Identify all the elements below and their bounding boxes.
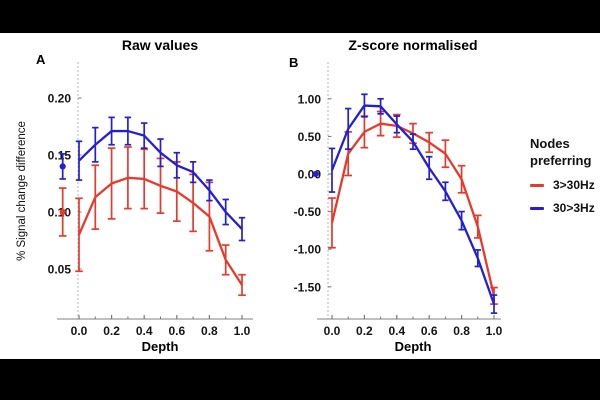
letterbox-top [0,0,600,33]
y-tick-label: 0.15 [48,149,72,163]
y-tick-label: 0.05 [48,263,72,277]
x-tick-label: 0.0 [71,324,88,338]
panel-b-letter: B [289,55,299,70]
panel-a: 0.0 0.2 0.4 0.6 0.8 1.0 0.05 0.10 0.15 0.20 [48,62,253,338]
x-tick-label: 0.0 [324,324,341,338]
y-tick-label: 0.10 [48,206,72,220]
x-tick-label: 0.8 [453,324,470,338]
y-tick-label: -1.00 [294,243,322,257]
isolated-mean-point [312,170,319,178]
panel-b-x-axis-label: Depth [394,339,432,354]
x-tick-label: 0.8 [201,324,218,338]
panel-b: 0.0 0.2 0.4 0.6 0.8 1.01.000.500.00-0.50-1.00… [294,62,503,338]
x-tick-label: 0.2 [103,324,120,338]
x-tick-label: 0.4 [388,324,405,338]
x-tick-label: 0.4 [136,324,153,338]
axes: 0.0 0.2 0.4 0.6 0.8 1.0 0.05 0.10 0.15 0.20 [48,62,253,338]
y-tick-label: 0.50 [298,130,322,144]
series-30>3Hz [59,116,246,242]
y-tick-label: 1.00 [298,92,322,106]
isolated-mean-point [59,208,66,216]
axes: 0.0 0.2 0.4 0.6 0.8 1.01.000.500.00-0.50-1.00… [294,62,503,338]
red-line-swatch-icon [530,183,544,187]
series-line-30>3Hz [330,104,496,305]
series-3>30Hz [58,146,246,297]
series-30>3Hz [312,93,498,314]
x-tick-label: 0.6 [168,324,185,338]
legend-title: Nodes preferring [530,136,592,168]
blue-line-swatch-icon [530,206,544,210]
x-tick-label: 1.0 [486,324,503,338]
y-tick-label: -1.50 [294,280,322,294]
x-tick-label: 0.6 [421,324,438,338]
letterbox-bottom [0,359,600,400]
legend-item-3gt30: 3>30Hz [530,178,600,192]
series-line-3>30Hz [77,176,243,286]
series-line-30>3Hz [78,129,243,230]
x-tick-label: 1.0 [234,324,251,338]
y-tick-label: -0.50 [294,205,322,219]
y-tick-label: 0.20 [48,92,72,106]
panel-a-title: Raw values [121,37,199,53]
legend-item-30gt3: 30>3Hz [530,201,600,215]
panel-b-title: Z-score normalised [348,37,478,53]
isolated-mean-point [59,163,66,170]
panel-a-letter: A [36,52,46,67]
legend: Nodes preferring 3>30Hz 30>3Hz [530,136,600,215]
x-tick-label: 0.2 [356,324,373,338]
panel-a-x-axis-label: Depth [141,339,179,354]
